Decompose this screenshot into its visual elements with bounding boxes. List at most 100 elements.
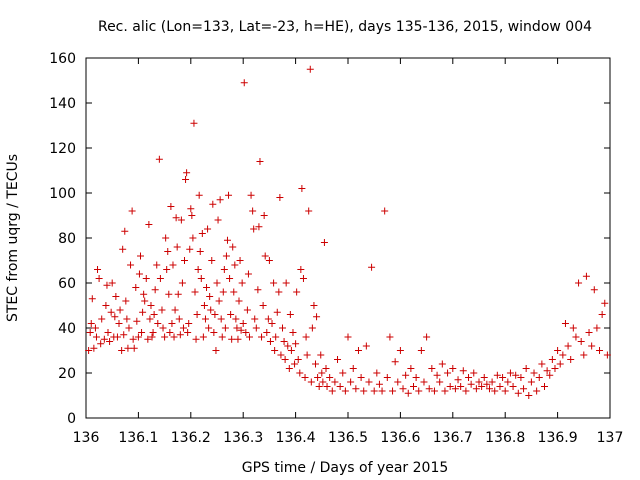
data-point: [410, 383, 417, 390]
data-point: [121, 227, 129, 235]
data-point: [517, 374, 525, 381]
data-point: [111, 313, 119, 321]
data-point: [514, 389, 522, 397]
data-point: [164, 248, 172, 255]
x-tick-label: 136: [73, 430, 100, 446]
data-point: [383, 374, 391, 381]
data-point: [561, 320, 569, 327]
data-point: [399, 385, 407, 393]
axes: 136 136.1 136.2 136.3 136.4 136.5 136.6 136.7 13…: [49, 51, 623, 446]
data-point: [198, 230, 206, 237]
data-point: [199, 333, 207, 341]
data-point: [423, 333, 431, 341]
data-point: [535, 374, 543, 381]
data-point: [113, 333, 121, 341]
data-point: [139, 308, 147, 316]
data-point: [370, 387, 378, 395]
data-point: [188, 212, 196, 219]
data-point: [270, 279, 278, 287]
data-point: [189, 234, 197, 242]
data-point: [140, 290, 148, 298]
data-point: [301, 374, 309, 381]
data-point: [196, 248, 204, 255]
data-point: [98, 315, 106, 323]
data-point: [415, 387, 423, 395]
data-point: [94, 266, 102, 273]
y-tick-label: 20: [58, 366, 76, 382]
data-point: [100, 335, 108, 343]
data-point: [588, 342, 596, 350]
data-point: [289, 329, 297, 336]
data-point: [331, 378, 339, 386]
data-point: [407, 365, 415, 372]
data-point: [155, 155, 163, 163]
data-point: [391, 358, 399, 366]
data-point: [569, 324, 577, 332]
data-point: [286, 311, 294, 318]
data-point: [201, 315, 209, 323]
data-point: [219, 288, 227, 296]
data-point: [603, 351, 611, 359]
x-tick-label: 136.3: [223, 430, 263, 446]
data-point: [170, 333, 178, 341]
data-point: [272, 333, 280, 341]
data-point: [525, 392, 533, 399]
data-point: [242, 329, 250, 336]
data-point: [444, 369, 452, 377]
data-point: [280, 338, 288, 345]
data-point: [277, 351, 285, 359]
data-point: [319, 378, 327, 386]
data-point: [260, 212, 268, 219]
data-point: [362, 342, 370, 350]
data-point: [178, 279, 186, 287]
data-point: [226, 275, 234, 282]
data-point: [251, 315, 259, 323]
data-point: [115, 320, 123, 327]
data-point: [386, 333, 394, 341]
data-point: [381, 207, 389, 215]
data-point: [291, 360, 299, 368]
data-point: [236, 257, 244, 264]
data-point: [240, 79, 248, 87]
data-point: [244, 270, 252, 278]
data-point: [123, 315, 131, 323]
data-point: [91, 324, 99, 332]
data-point: [522, 365, 530, 372]
data-point: [396, 347, 404, 354]
data-point: [108, 279, 116, 287]
data-point: [176, 331, 184, 339]
data-point: [104, 329, 112, 336]
x-tick-label: 136.9: [538, 430, 578, 446]
data-point: [194, 266, 202, 273]
data-point: [166, 329, 174, 336]
data-point: [217, 315, 225, 323]
data-point: [496, 383, 504, 390]
data-point: [459, 367, 467, 375]
data-point: [478, 383, 486, 390]
data-point: [344, 333, 352, 341]
data-point: [209, 200, 217, 208]
x-tick-label: 136.5: [328, 430, 368, 446]
data-point: [438, 360, 446, 368]
data-point: [360, 387, 368, 395]
y-tick-label: 60: [58, 276, 76, 292]
data-point: [430, 387, 438, 395]
data-point: [147, 302, 155, 309]
data-point: [472, 385, 480, 393]
data-point: [559, 351, 567, 359]
data-point: [310, 302, 318, 309]
data-point: [292, 340, 300, 348]
data-point: [239, 320, 247, 327]
data-point: [158, 306, 166, 314]
data-point: [305, 207, 313, 215]
data-point: [341, 387, 349, 395]
data-point: [303, 351, 311, 359]
data-point: [368, 263, 376, 271]
data-point: [116, 306, 124, 314]
data-point: [211, 311, 219, 318]
data-point: [317, 351, 325, 359]
data-point: [357, 374, 365, 381]
data-point: [266, 338, 274, 345]
data-point: [203, 284, 211, 291]
